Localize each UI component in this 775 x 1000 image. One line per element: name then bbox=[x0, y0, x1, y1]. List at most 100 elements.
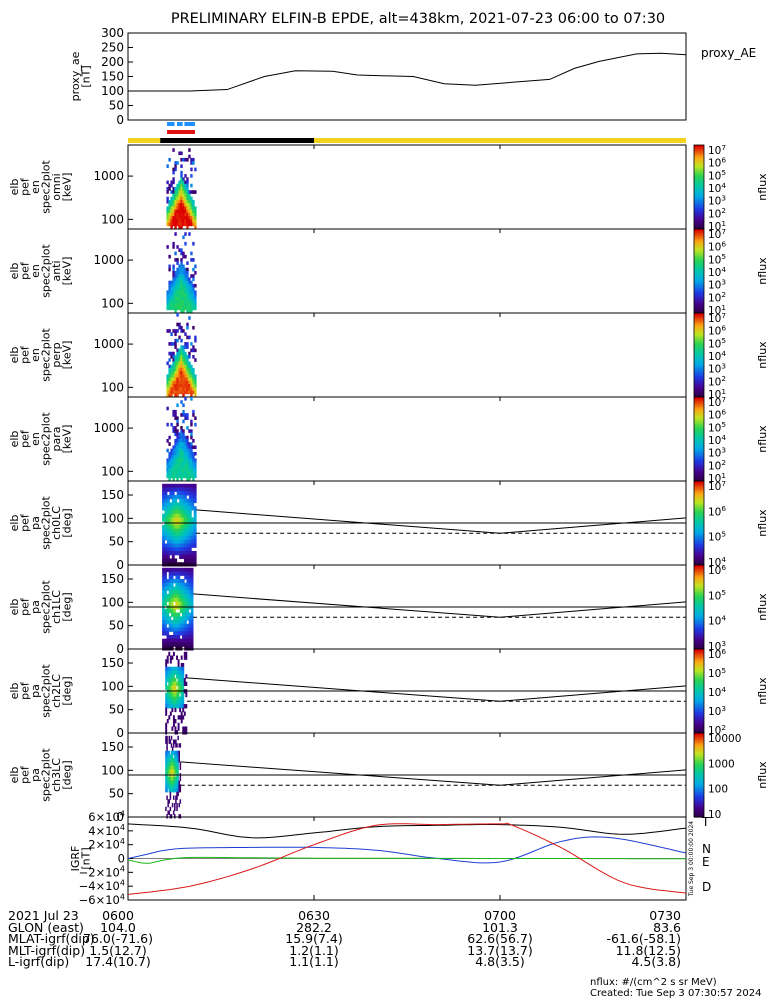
spectro-cell bbox=[179, 487, 182, 492]
spectro-cell bbox=[184, 458, 187, 463]
spectro-cell bbox=[180, 367, 183, 372]
spectro-cell bbox=[182, 219, 185, 223]
spectro-cell bbox=[170, 780, 173, 785]
spectro-cell bbox=[166, 517, 170, 522]
spectro-cell bbox=[180, 225, 183, 230]
spectro-cell bbox=[168, 451, 171, 456]
spectro-cell bbox=[194, 306, 197, 311]
spectro-cell bbox=[174, 219, 177, 223]
colorbar-cell bbox=[694, 781, 704, 784]
footer-value: 0630 bbox=[298, 908, 330, 923]
spectro-cell bbox=[169, 784, 172, 789]
spectro-cell bbox=[178, 267, 181, 272]
spectro-cell bbox=[168, 342, 171, 346]
spectro-cell bbox=[174, 543, 178, 548]
spectro-cell bbox=[166, 608, 170, 614]
spectro-cell bbox=[162, 582, 165, 588]
ytick-label: −6×104 bbox=[79, 892, 125, 907]
spectro-cell bbox=[170, 219, 173, 223]
spectro-cell bbox=[176, 788, 178, 793]
colorbar-cell bbox=[694, 550, 704, 553]
spectro-cell bbox=[179, 509, 182, 515]
spectro-cell bbox=[178, 455, 181, 459]
spectro-cell bbox=[179, 681, 182, 686]
spectro-cell bbox=[164, 638, 167, 644]
spectro-cell bbox=[186, 190, 189, 194]
spectro-cell bbox=[180, 251, 183, 256]
spectro-cell bbox=[168, 750, 171, 756]
spectro-cell bbox=[176, 681, 178, 686]
spectro-cell bbox=[176, 451, 179, 456]
spectro-cell bbox=[178, 442, 181, 446]
spectro-cell bbox=[162, 506, 165, 511]
colorbar-cell bbox=[694, 730, 704, 734]
spectro-cell bbox=[181, 524, 185, 530]
colorbar-cell bbox=[694, 462, 704, 465]
spectro-cell bbox=[176, 743, 178, 748]
spectro-cell bbox=[192, 355, 195, 359]
spectro-cell bbox=[180, 471, 183, 475]
spectro-cell bbox=[188, 355, 191, 359]
spectro-cell bbox=[169, 551, 173, 556]
colorbar-tick-label: 104 bbox=[708, 433, 726, 447]
colorbar-cell bbox=[694, 705, 704, 709]
spectro-cell bbox=[179, 601, 183, 606]
colorbar-title: nflux bbox=[756, 257, 769, 285]
colorbar-tick-label: 107 bbox=[708, 143, 726, 157]
ylabel-line: pef bbox=[18, 345, 31, 364]
spectro-cell bbox=[168, 635, 172, 640]
spectro-cell bbox=[168, 264, 171, 269]
spectro-cell bbox=[188, 562, 192, 567]
spectro-cell bbox=[179, 765, 182, 770]
spectro-cell bbox=[172, 306, 175, 311]
spectro-cell bbox=[174, 532, 178, 537]
spectro-cell bbox=[164, 579, 167, 584]
spectro-cell bbox=[178, 283, 181, 288]
spectro-cell bbox=[188, 597, 192, 602]
spectro-cell bbox=[186, 635, 190, 640]
colorbar-cell bbox=[694, 325, 704, 329]
spectro-cell bbox=[170, 422, 173, 427]
colorbar-cell bbox=[694, 588, 704, 591]
spectro-cell bbox=[188, 300, 191, 304]
spectro-cell bbox=[174, 393, 177, 398]
spectro-cell bbox=[176, 666, 178, 672]
spectro-cell bbox=[192, 258, 195, 262]
colorbar-cell bbox=[694, 670, 704, 673]
spectro-cell bbox=[180, 384, 183, 388]
spectro-cell bbox=[182, 393, 185, 398]
spectro-cell bbox=[172, 776, 175, 782]
spectro-cell bbox=[183, 681, 186, 686]
colorbar-cell bbox=[694, 287, 704, 291]
spectro-cell bbox=[175, 567, 178, 573]
spectro-cell bbox=[165, 700, 168, 705]
spectro-cell bbox=[172, 696, 175, 701]
ytick-label: 2×104 bbox=[88, 837, 125, 852]
spectro-cell bbox=[162, 532, 165, 537]
spectro-cell bbox=[166, 539, 170, 545]
spectro-cell bbox=[188, 374, 191, 379]
spectro-cell bbox=[186, 374, 189, 379]
spectro-cell bbox=[186, 461, 189, 466]
colorbar-cell bbox=[694, 688, 704, 692]
spectro-cell bbox=[177, 788, 179, 793]
spectro-cell bbox=[166, 506, 170, 511]
colorbar-cell bbox=[694, 348, 704, 352]
spectro-cell bbox=[193, 551, 197, 556]
spectro-cell bbox=[168, 209, 171, 214]
colorbar-cell bbox=[694, 793, 704, 797]
colorbar-title-text: nflux bbox=[756, 677, 769, 705]
spectro-cell bbox=[190, 309, 193, 314]
spectro-cell bbox=[180, 692, 183, 698]
ylabel-line: spec2plot bbox=[39, 160, 52, 214]
spectro-cell bbox=[185, 692, 188, 698]
footer-value: 0600 bbox=[102, 908, 134, 923]
colorbar-cell bbox=[694, 667, 704, 671]
spectro-cell bbox=[170, 597, 174, 602]
ytick-label: 50 bbox=[109, 703, 124, 717]
spectro-cell bbox=[178, 461, 181, 466]
spectro-cell bbox=[176, 390, 179, 395]
spectro-cell bbox=[179, 670, 182, 675]
spectro-cell bbox=[179, 590, 183, 595]
